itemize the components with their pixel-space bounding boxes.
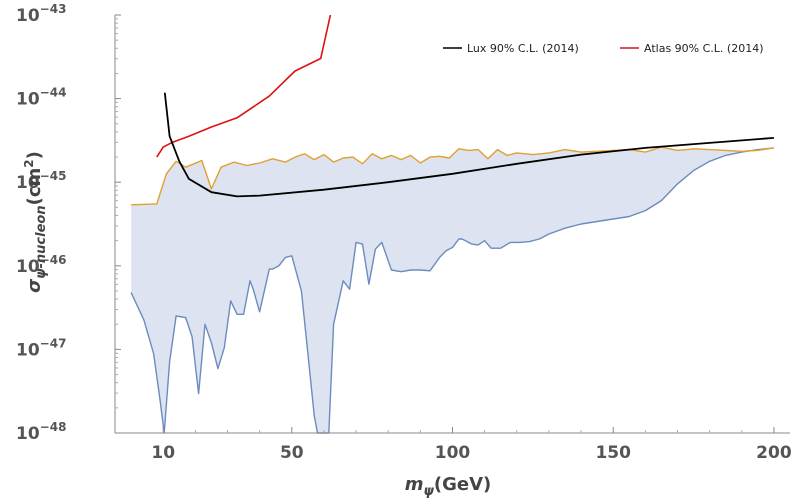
x-tick-label: 50: [280, 443, 304, 463]
y-tick-label: 10−46: [16, 253, 66, 277]
y-tick-label: 10−44: [16, 86, 66, 110]
y-tick-label: 10−47: [16, 336, 66, 360]
lux-limit-line: [163, 92, 774, 198]
y-tick-label: 10−48: [16, 420, 66, 444]
atlas-limit-line: [156, 14, 332, 158]
y-axis-label: σψ-nucleon(cm2): [22, 151, 49, 293]
tick-label-layer: 10−43 10−44 10−45 10−46 10−47 10−48 10 50 100 150…: [16, 2, 792, 463]
allowed-region-fill: [131, 147, 774, 433]
allowed-region-layer: [131, 147, 774, 433]
series-layer: [130, 14, 775, 434]
x-axis-label: mψ(GeV): [405, 474, 491, 499]
y-tick-label: 10−45: [16, 169, 66, 193]
x-tick-label: 100: [435, 443, 471, 463]
legend-label-lux: Lux 90% C.L. (2014): [467, 42, 579, 55]
y-tick-label: 10−43: [16, 2, 66, 26]
upper-bound-line: [131, 146, 775, 206]
axes-layer: [114, 14, 790, 434]
x-tick-label: 150: [595, 443, 631, 463]
lower-bound-line: [130, 147, 774, 434]
legend-label-atlas: Atlas 90% C.L. (2014): [644, 42, 764, 55]
x-tick-label: 200: [756, 443, 792, 463]
x-tick-label: 10: [151, 443, 175, 463]
legend: Lux 90% C.L. (2014) Atlas 90% C.L. (2014…: [443, 42, 764, 55]
